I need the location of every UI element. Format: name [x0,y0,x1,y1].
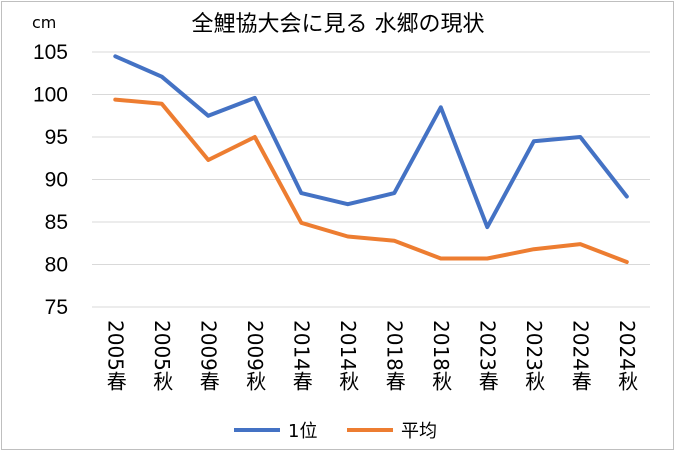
y-tick-label: 90 [45,169,68,192]
chart-title: 全鯉協大会に見る 水郷の現状 [192,12,485,37]
x-tick-label: 2005春 [103,320,127,391]
series-line-average [113,97,629,264]
x-tick-label: 2005秋 [150,320,174,391]
x-tick-label: 2023春 [475,320,499,391]
x-tick-label: 2014秋 [336,320,360,391]
series-lines [113,54,629,264]
y-tick-label: 75 [45,296,68,319]
x-tick-label: 2009春 [196,320,220,391]
y-tick-label: 85 [45,211,68,234]
unit-label: cm [32,13,56,32]
x-tick-label: 2024春 [568,320,592,391]
x-tick-label: 2024秋 [615,320,639,391]
legend-label-average: 平均 [401,421,437,442]
series-line-1st [113,54,629,230]
y-tick-label: 100 [33,84,68,107]
y-tick-label: 95 [45,126,68,149]
x-tick-label: 2014春 [289,320,313,391]
x-tick-label: 2018秋 [429,320,453,391]
y-tick-label: 105 [33,41,68,64]
gridlines [92,51,650,308]
x-tick-label: 2023秋 [522,320,546,391]
y-axis-ticks: 75 80 85 90 95 100 105 [33,41,68,319]
x-tick-label: 2009秋 [243,320,267,391]
x-axis-ticks: 2005春 2005秋 2009春 2009秋 2014春 2014秋 2018春 2018秋… [103,320,639,391]
y-tick-label: 80 [45,254,68,277]
x-tick-label: 2018春 [382,320,406,391]
legend-label-1st: 1位 [288,421,317,442]
legend: 1位 平均 [234,421,437,442]
